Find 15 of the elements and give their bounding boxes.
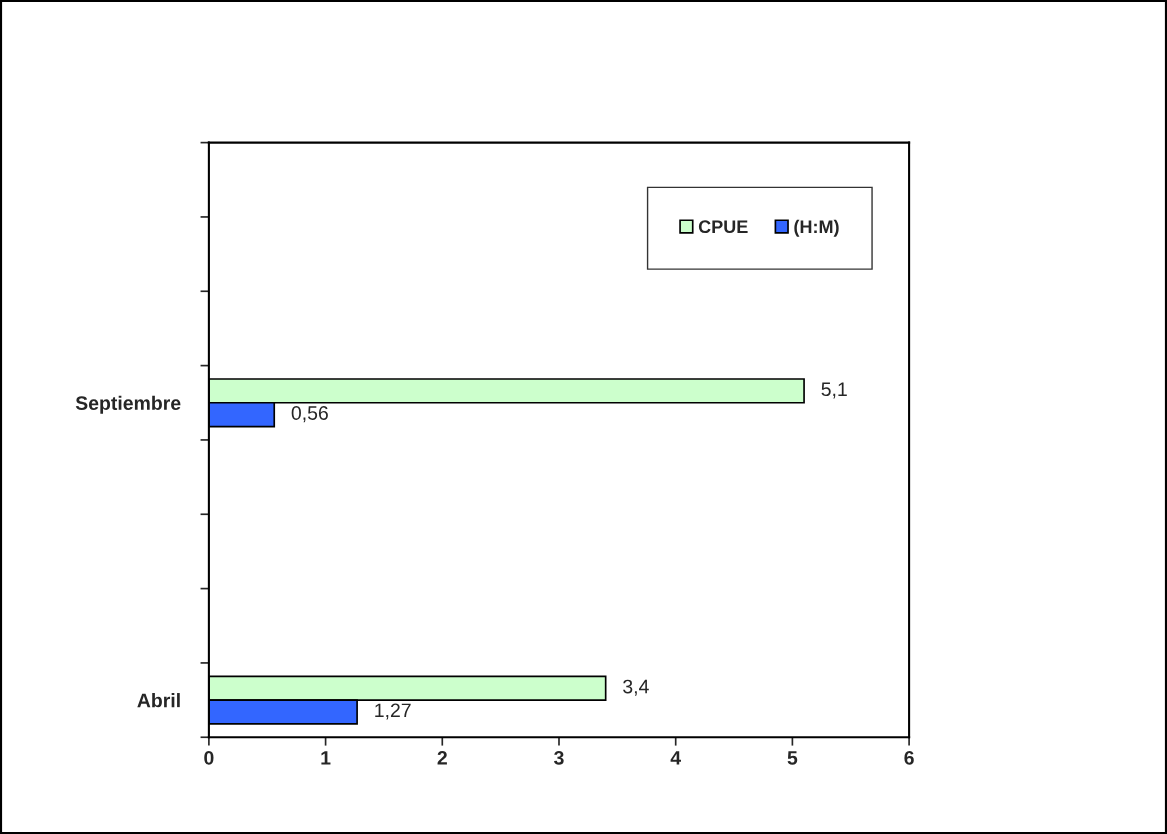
x-tick-label: 5 (787, 751, 798, 765)
x-tick-label: 0 (204, 750, 214, 765)
legend-label: CPUE (698, 220, 748, 234)
x-tick-label: 6 (904, 750, 914, 765)
legend-label: (H:M) (794, 219, 839, 237)
data-label: 5,1 (821, 382, 847, 399)
y-tick-label: Septiembre (75, 395, 181, 414)
data-label: 1,27 (375, 703, 411, 720)
x-tick-label: 1 (321, 751, 331, 765)
data-label: 3,4 (623, 679, 649, 696)
x-tick-label: 3 (554, 750, 564, 765)
data-label: 0,56 (291, 406, 328, 423)
x-tick-label: 2 (437, 750, 447, 765)
x-tick-label: 4 (670, 751, 681, 765)
y-tick-label: Abril (137, 693, 180, 708)
